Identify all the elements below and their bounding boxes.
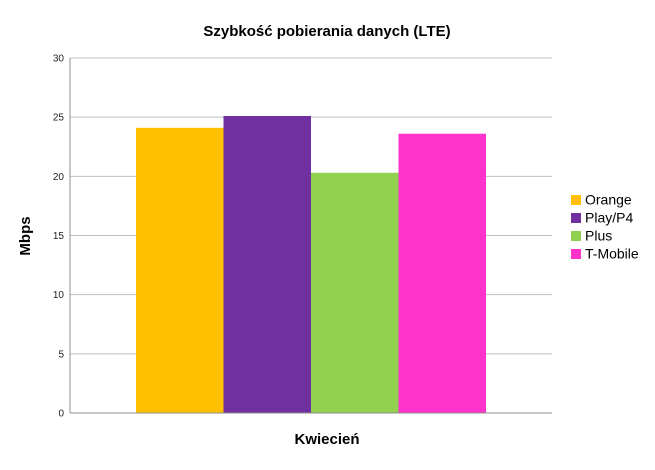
y-tick-label: 25	[53, 113, 65, 124]
y-axis-ticks: 0 5 10 15 20 25 30	[53, 54, 65, 420]
legend: Orange Play/P4 Plus T-Mobile	[571, 192, 639, 262]
legend-label: Plus	[585, 228, 612, 244]
bar-play-p4	[223, 115, 311, 413]
legend-label: T-Mobile	[585, 246, 639, 262]
legend-swatch	[571, 213, 581, 223]
y-tick-label: 0	[58, 409, 64, 420]
y-tick-label: 5	[58, 349, 64, 360]
legend-swatch	[571, 249, 581, 259]
bar-plus	[311, 172, 399, 413]
legend-label: Play/P4	[585, 210, 633, 226]
bars	[136, 115, 486, 414]
bar-orange	[136, 127, 224, 414]
y-tick-label: 15	[53, 231, 65, 242]
y-axis-label: Mbps	[17, 216, 34, 255]
y-tick-label: 30	[53, 54, 65, 65]
y-tick-label: 20	[53, 172, 65, 183]
legend-swatch	[571, 231, 581, 241]
plot-area: 0 5 10 15 20 25 30	[53, 54, 552, 420]
chart-title: Szybkość pobierania danych (LTE)	[203, 23, 450, 40]
x-axis-label: Kwiecień	[294, 431, 359, 448]
bar-t-mobile	[398, 133, 486, 413]
legend-swatch	[571, 195, 581, 205]
y-tick-label: 10	[53, 290, 65, 301]
legend-label: Orange	[585, 192, 632, 208]
